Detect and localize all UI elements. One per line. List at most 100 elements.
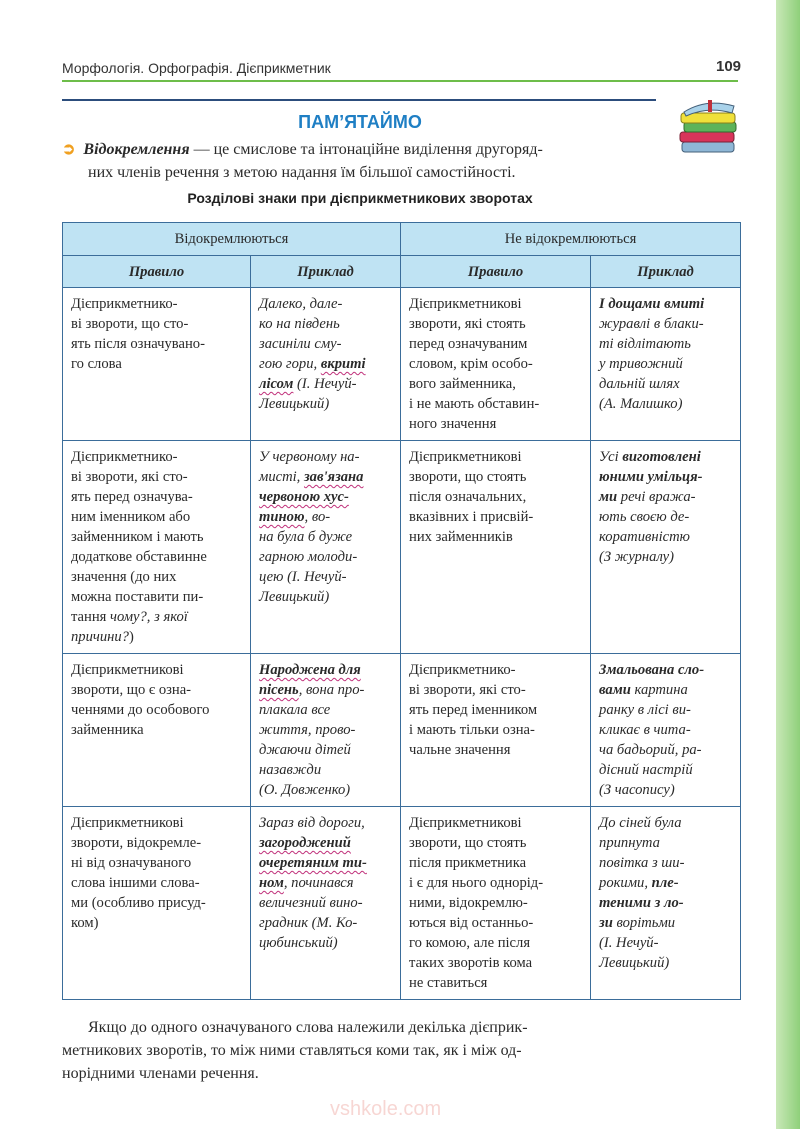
cell-line: джаючи дітей	[259, 742, 351, 758]
cell-line: До сіней була	[599, 815, 682, 831]
underlined-phrase: пісень	[259, 682, 299, 698]
rule-cell: Дієприкметнико-ві звороти, які сто-ять п…	[400, 653, 592, 807]
cell-line: після прикметника	[409, 855, 527, 871]
cell-line: словом, крім особо-	[409, 356, 533, 372]
cell-line: тиною, во-	[259, 507, 393, 527]
subheader-rule: Правило	[62, 255, 251, 288]
cell-line: лісом (І. Нечуй-	[259, 374, 393, 394]
cell-line: після означальних,	[409, 489, 527, 505]
cell-line: ять після означувано-	[71, 336, 205, 352]
paragraph-line: метникових зворотів, то між ними ставлят…	[62, 1042, 522, 1059]
cell-line: У червоному на-	[259, 449, 360, 465]
text-segment: )	[128, 629, 134, 645]
underlined-phrase: червоною хус-	[259, 489, 349, 505]
bold-phrase: зи	[599, 915, 613, 931]
text-segment: речі вража-	[617, 489, 696, 505]
cell-line: ми (особливо присуд-	[71, 895, 206, 911]
cell-line: у тривожний	[599, 356, 683, 372]
cell-line: ного значення	[409, 416, 497, 432]
cell-line: зи ворітьми	[599, 913, 733, 933]
cell-line: звороти, відокремле-	[71, 835, 202, 851]
example-cell: До сіней була припнута повітка з ши-рокими…	[590, 806, 742, 1000]
example-cell: У червоному на-мисті, зав'язана червоною …	[249, 440, 402, 654]
definition-text: — це смислове та інтонаційне виділення д…	[189, 141, 543, 158]
header-divider	[62, 80, 738, 82]
cell-line: Дієприкметникові	[409, 296, 522, 312]
cell-line: чальне значення	[409, 742, 511, 758]
watermark: vshkole.com	[330, 1098, 442, 1120]
cell-line: ми речі вража-	[599, 487, 733, 507]
cell-line: (О. Довженко)	[259, 782, 351, 798]
cell-line: ним іменником або	[71, 509, 191, 525]
cell-line: го слова	[71, 356, 122, 372]
example-cell: Змальована сло-вами картина ранку в лісі …	[590, 653, 742, 807]
cell-line: гарною молоди-	[259, 549, 358, 565]
text-segment: , вона про-	[298, 682, 365, 698]
cell-line: припнута	[599, 835, 660, 851]
underlined-phrase: Народжена для	[259, 662, 361, 678]
text-segment: ворітьми	[612, 915, 676, 931]
running-title: Морфологія. Орфографія. Дієприкметник	[62, 60, 331, 76]
text-segment: чому?, з якої	[110, 609, 188, 625]
cell-line: дісний настрій	[599, 762, 693, 778]
cell-line: кликає в чита-	[599, 722, 691, 738]
example-cell: Далеко, дале-ко на південь засиніли сму-г…	[249, 287, 402, 441]
arrow-bullet-icon: ➲	[62, 141, 76, 158]
cell-line: Дієприкметнико-	[409, 662, 516, 678]
text-segment: , во-	[304, 509, 331, 525]
content-flow: Відокремлюються Не відокремлюються Прави…	[61, 222, 742, 1085]
cell-line: слова іншими слова-	[71, 875, 200, 891]
cell-line: звороти, що стоять	[409, 469, 527, 485]
cell-line: Народжена для	[259, 660, 393, 680]
cell-line: ві звороти, що сто-	[71, 316, 189, 332]
cell-line: Далеко, дале-	[259, 296, 343, 312]
cell-line: журавлі в блаки-	[599, 316, 704, 332]
rule-cell: Дієприкметникові звороти, що стоять після …	[400, 806, 592, 1000]
subheader-example: Приклад	[590, 255, 742, 288]
bold-phrase: І дощами вмиті	[599, 296, 705, 312]
cell-line: го комою, але після	[409, 935, 531, 951]
text-segment: мисті,	[259, 469, 304, 485]
example-cell: Зараз від дороги, загороджений очеретяним …	[249, 806, 402, 1000]
text-segment: тання	[71, 609, 111, 625]
cell-line: Дієприкметникові	[409, 449, 522, 465]
group-header-separated: Відокремлюються	[61, 222, 402, 256]
example-cell: Народжена для пісень, вона про-плакала вс…	[249, 653, 402, 807]
cell-line: перед означуваним	[409, 336, 528, 352]
text-segment: (І. Нечуй-	[293, 376, 357, 392]
bold-phrase: ми	[599, 489, 618, 505]
text-segment: гою гори,	[259, 356, 321, 372]
table-row: Дієприкметнико-ві звороти, що сто-ять пі…	[62, 287, 742, 441]
text-segment: причини?	[71, 629, 129, 645]
cell-line: (І. Нечуй-	[599, 935, 659, 951]
bold-phrase: вами	[599, 682, 631, 698]
cell-line: ять перед означува-	[71, 489, 193, 505]
cell-line: і є для нього однорід-	[409, 875, 544, 891]
table-row: Дієприкметникові звороти, що є озна-чення…	[62, 653, 742, 807]
cell-line: ять перед іменником	[409, 702, 538, 718]
cell-line: звороти, що стоять	[409, 835, 527, 851]
cell-line: значення (до них	[71, 569, 177, 585]
cell-line: рокими, пле-	[599, 873, 733, 893]
paragraph-line: Якщо до одного означуваного слова належи…	[88, 1019, 528, 1036]
cell-line: теними з ло-	[599, 893, 733, 913]
definition-text-cont: них членів речення з метою надання їм бі…	[88, 164, 516, 181]
cell-line: коративністю	[599, 529, 690, 545]
cell-line: можна поставити пи-	[71, 589, 204, 605]
cell-line: вого займенника,	[409, 376, 516, 392]
cell-line: звороти, що є озна-	[71, 682, 192, 698]
cell-line: і не мають обставин-	[409, 396, 540, 412]
cell-line: дальній шлях	[599, 376, 680, 392]
rule-cell: Дієприкметникові звороти, які стоять перед…	[400, 287, 592, 441]
cell-line: Дієприкметникові	[71, 662, 184, 678]
cell-line: очеретяним ти-	[259, 853, 393, 873]
cell-line: ранку в лісі ви-	[599, 702, 691, 718]
cell-line: ві звороти, які сто-	[71, 469, 188, 485]
group-header-not-separated: Не відокремлюються	[400, 222, 742, 256]
cell-line: ном, починався	[259, 873, 393, 893]
cell-line: ком)	[71, 915, 99, 931]
underlined-phrase: тиною	[259, 509, 305, 525]
subheader-rule: Правило	[400, 255, 592, 288]
cell-line: (З часопису)	[599, 782, 675, 798]
rule-cell: Дієприкметникові звороти, що стоять після …	[400, 440, 592, 654]
